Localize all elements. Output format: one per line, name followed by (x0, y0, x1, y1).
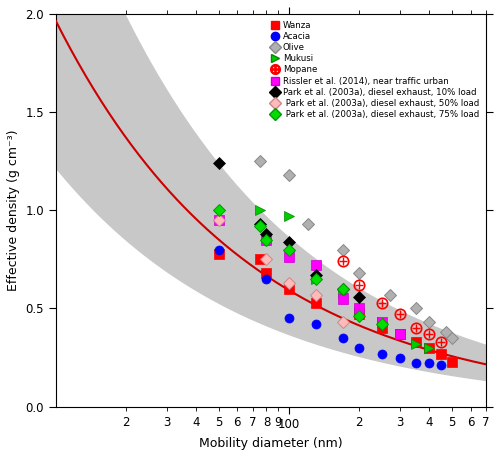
Line: Park et al. (2003a), diesel exhaust, 75% load: Park et al. (2003a), diesel exhaust, 75%… (214, 206, 386, 329)
Acacia (413, 361, 419, 366)
Olive (340, 247, 346, 252)
Rissler et al. (2014), near traffic urban (340, 296, 346, 302)
Mopane (438, 339, 444, 345)
Park et al. (2003a), diesel exhaust, 75% load (257, 223, 263, 229)
Park et al. (2003a), diesel exhaust, 10% load (286, 239, 292, 244)
Line: Acacia: Acacia (214, 245, 446, 370)
Park et al. (2003a), diesel exhaust, 10% load (216, 160, 222, 166)
Mukusi (379, 319, 385, 325)
Mukusi (340, 290, 346, 296)
Mukusi (413, 341, 419, 346)
Acacia (216, 247, 222, 252)
Wanza (257, 257, 263, 262)
Wanza (438, 351, 444, 356)
Acacia (340, 335, 346, 341)
Line: Olive: Olive (256, 157, 456, 342)
Olive (356, 271, 362, 276)
Line: Mukusi: Mukusi (256, 206, 434, 352)
Park et al. (2003a), diesel exhaust, 50% load (286, 280, 292, 286)
Park et al. (2003a), diesel exhaust, 75% load (286, 247, 292, 252)
Mopane (379, 300, 385, 305)
Park et al. (2003a), diesel exhaust, 50% load (264, 257, 270, 262)
Mopane (426, 331, 432, 337)
Park et al. (2003a), diesel exhaust, 75% load (340, 286, 346, 292)
Rissler et al. (2014), near traffic urban (312, 262, 318, 268)
Line: Rissler et al. (2014), near traffic urban: Rissler et al. (2014), near traffic urba… (214, 216, 405, 339)
Park et al. (2003a), diesel exhaust, 10% load (257, 221, 263, 227)
Wanza (312, 300, 318, 305)
Olive (386, 292, 392, 298)
Olive (257, 159, 263, 164)
Rissler et al. (2014), near traffic urban (216, 218, 222, 223)
Mukusi (356, 310, 362, 315)
Acacia (356, 345, 362, 351)
Acacia (438, 363, 444, 368)
Park et al. (2003a), diesel exhaust, 75% load (264, 237, 270, 243)
Line: Park et al. (2003a), diesel exhaust, 10% load: Park et al. (2003a), diesel exhaust, 10%… (214, 159, 364, 301)
Mopane (340, 259, 346, 264)
Park et al. (2003a), diesel exhaust, 50% load (340, 319, 346, 325)
Olive (443, 329, 449, 335)
Y-axis label: Effective density (g cm⁻³): Effective density (g cm⁻³) (7, 129, 20, 291)
Legend: Wanza, Acacia, Olive, Mukusi, Mopane, Rissler et al. (2014), near traffic urban,: Wanza, Acacia, Olive, Mukusi, Mopane, Ri… (268, 18, 482, 122)
Park et al. (2003a), diesel exhaust, 75% load (312, 276, 318, 282)
Rissler et al. (2014), near traffic urban (264, 237, 270, 243)
Mopane (356, 282, 362, 287)
Acacia (312, 321, 318, 327)
Acacia (398, 355, 404, 360)
Park et al. (2003a), diesel exhaust, 10% load (356, 294, 362, 299)
Rissler et al. (2014), near traffic urban (379, 319, 385, 325)
Mukusi (286, 213, 292, 219)
Park et al. (2003a), diesel exhaust, 10% load (264, 231, 270, 237)
Line: Wanza: Wanza (214, 249, 456, 366)
Wanza (264, 271, 270, 276)
Mukusi (312, 276, 318, 282)
Mopane (398, 312, 404, 317)
Mukusi (398, 331, 404, 337)
Olive (304, 221, 310, 227)
Wanza (426, 345, 432, 351)
Acacia (426, 361, 432, 366)
Acacia (286, 316, 292, 321)
Rissler et al. (2014), near traffic urban (286, 255, 292, 260)
Mukusi (426, 345, 432, 351)
Olive (413, 306, 419, 311)
Olive (426, 319, 432, 325)
Park et al. (2003a), diesel exhaust, 50% load (216, 218, 222, 223)
Rissler et al. (2014), near traffic urban (356, 306, 362, 311)
Mukusi (257, 207, 263, 213)
X-axis label: Mobility diameter (nm): Mobility diameter (nm) (199, 437, 343, 450)
Wanza (356, 312, 362, 317)
Mopane (413, 325, 419, 331)
Park et al. (2003a), diesel exhaust, 75% load (216, 207, 222, 213)
Acacia (264, 276, 270, 282)
Acacia (379, 351, 385, 356)
Wanza (216, 251, 222, 256)
Rissler et al. (2014), near traffic urban (398, 331, 404, 337)
Park et al. (2003a), diesel exhaust, 10% load (340, 286, 346, 292)
Wanza (379, 325, 385, 331)
Line: Park et al. (2003a), diesel exhaust, 50% load: Park et al. (2003a), diesel exhaust, 50%… (214, 216, 348, 327)
Park et al. (2003a), diesel exhaust, 75% load (379, 321, 385, 327)
Wanza (286, 286, 292, 292)
Park et al. (2003a), diesel exhaust, 50% load (312, 292, 318, 298)
Line: Mopane: Mopane (338, 256, 446, 347)
Olive (286, 172, 292, 178)
Park et al. (2003a), diesel exhaust, 10% load (312, 272, 318, 278)
Wanza (449, 359, 455, 364)
Wanza (413, 339, 419, 345)
Olive (449, 335, 455, 341)
Wanza (398, 331, 404, 337)
Park et al. (2003a), diesel exhaust, 75% load (356, 314, 362, 319)
